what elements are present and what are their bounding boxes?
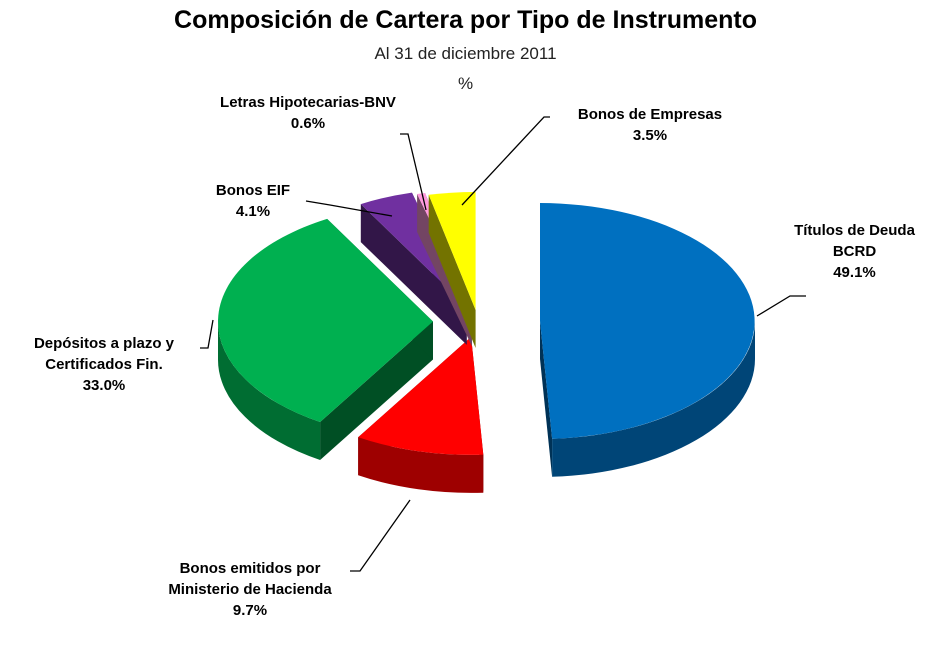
slice-wall bbox=[358, 437, 484, 493]
value-label: 0.6% bbox=[290, 115, 326, 132]
slice-top bbox=[218, 218, 433, 422]
category-label: Títulos de Deuda BCRD bbox=[794, 222, 915, 260]
category-label: Bonos de Empresas bbox=[577, 106, 723, 123]
data-label: Depósitos a plazo y Certificados Fin. 33.… bbox=[0, 333, 208, 396]
slice-wall bbox=[217, 321, 321, 460]
data-label: Letras Hipotecarias-BNV 0.6% bbox=[218, 92, 398, 134]
value-label: 33.0% bbox=[82, 377, 126, 394]
data-label: Bonos EIF 4.1% bbox=[198, 180, 308, 222]
data-label: Títulos de Deuda BCRD 49.1% bbox=[782, 220, 927, 283]
value-label: 3.5% bbox=[632, 127, 668, 144]
leader-line bbox=[400, 133, 427, 211]
category-label: Bonos emitidos por Ministerio de Haciend… bbox=[168, 560, 332, 598]
category-label: Depósitos a plazo y Certificados Fin. bbox=[33, 335, 175, 373]
value-label: 9.7% bbox=[232, 602, 268, 619]
slice bbox=[358, 336, 484, 493]
value-label: 49.1% bbox=[833, 264, 876, 281]
slice-top bbox=[358, 336, 484, 455]
leader-line bbox=[200, 319, 214, 349]
data-label: Bonos emitidos por Ministerio de Haciend… bbox=[160, 558, 340, 621]
leader-line bbox=[461, 116, 550, 206]
unit-label: % bbox=[457, 74, 474, 93]
category-label: Bonos EIF bbox=[215, 182, 291, 199]
slice-top bbox=[540, 203, 755, 439]
value-label: 4.1% bbox=[235, 203, 271, 220]
slice bbox=[540, 203, 755, 477]
slice bbox=[217, 218, 433, 460]
leader-line bbox=[350, 499, 411, 572]
slice-side bbox=[320, 321, 433, 460]
data-label: Bonos de Empresas 3.5% bbox=[550, 104, 750, 146]
slice-wall bbox=[552, 321, 755, 477]
slice-top bbox=[428, 191, 476, 310]
slice-side bbox=[428, 194, 476, 348]
chart-subtitle: Al 31 de diciembre 2011 bbox=[374, 44, 557, 63]
slice-side bbox=[360, 204, 467, 345]
slice-side bbox=[540, 321, 553, 477]
leader-line bbox=[305, 200, 393, 217]
chart-title: Composición de Cartera por Tipo de Instr… bbox=[174, 6, 757, 34]
slice bbox=[428, 191, 476, 348]
category-label: Letras Hipotecarias-BNV bbox=[220, 94, 396, 111]
leader-line bbox=[756, 295, 806, 317]
